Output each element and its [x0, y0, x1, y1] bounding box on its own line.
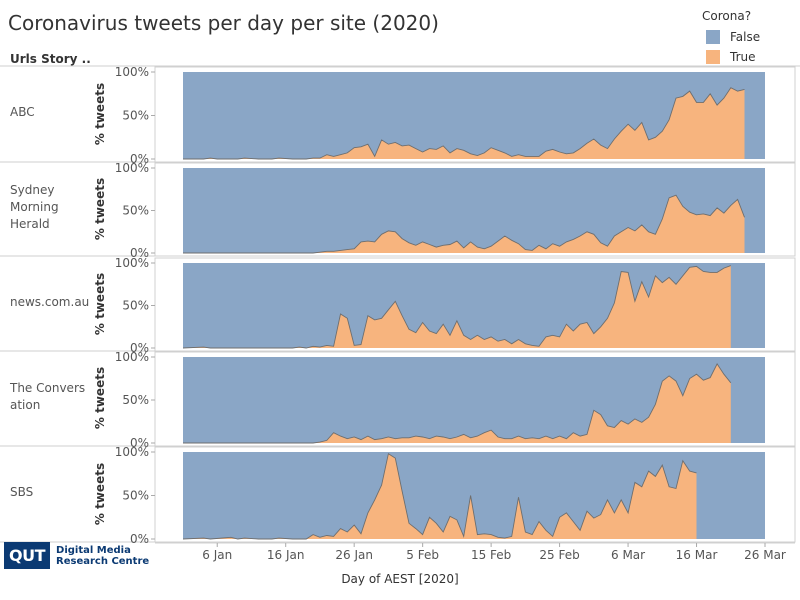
series-4-row-label: SBS — [10, 485, 34, 499]
xtick-label-0: 6 Jan — [202, 548, 232, 562]
series-2-boundary-line — [182, 265, 731, 349]
legend-item-true[interactable]: True — [702, 47, 792, 67]
series-4-ytick-0: 0% — [130, 532, 149, 546]
series-3-ytick-100: 100% — [115, 350, 149, 364]
series-0-ytick-50: 50% — [122, 109, 149, 123]
row-header: Urls Story .. — [10, 52, 91, 66]
series-1-ytick-50: 50% — [122, 204, 149, 218]
series-0-boundary-line — [183, 87, 745, 160]
chart-title: Coronavirus tweets per day per site (202… — [8, 11, 439, 35]
xtick-label-3: 5 Feb — [406, 548, 439, 562]
series-2-ytick-100: 100% — [115, 256, 149, 270]
xtick-label-2: 26 Jan — [335, 548, 373, 562]
series-4-ytick-100: 100% — [115, 445, 149, 459]
series-1-row-label: Sydney Morning Herald — [10, 183, 59, 231]
series-1-true-area — [183, 195, 745, 253]
panel-frame-4 — [154, 446, 796, 543]
xtick-label-8: 26 Mar — [744, 548, 786, 562]
legend: Corona? False True — [702, 9, 792, 67]
panel-frame-2 — [154, 257, 796, 352]
qut-logo: QUT Digital Media Research Centre — [4, 542, 149, 569]
series-1-ytick-0: 0% — [130, 246, 149, 260]
series-2-ytick-50: 50% — [122, 299, 149, 313]
xtick-label-6: 6 Mar — [611, 548, 645, 562]
panel-frame-3 — [154, 351, 796, 447]
series-3-ytick-50: 50% — [122, 393, 149, 407]
series-3-ytick-0: 0% — [130, 436, 149, 450]
series-2-ytick-0: 0% — [130, 341, 149, 355]
legend-item-false[interactable]: False — [702, 27, 792, 47]
series-3-boundary-line — [183, 363, 732, 444]
logo-text: Digital Media Research Centre — [56, 544, 150, 567]
series-1-ytick-100: 100% — [115, 161, 149, 175]
legend-title: Corona? — [702, 9, 752, 23]
xtick-label-5: 25 Feb — [539, 548, 579, 562]
series-2-true-area — [183, 265, 731, 348]
legend-swatch-false — [706, 30, 720, 44]
series-1-boundary-line — [183, 194, 745, 254]
xtick-label-1: 16 Jan — [267, 548, 305, 562]
series-4-boundary-line — [182, 452, 697, 540]
xtick-label-7: 16 Mar — [676, 548, 718, 562]
x-axis-title: Day of AEST [2020] — [341, 572, 459, 586]
series-3-true-area — [183, 363, 731, 443]
legend-label-false: False — [730, 30, 761, 44]
series-0-row-label: ABC — [10, 105, 35, 119]
series-0-ytick-0: 0% — [130, 152, 149, 166]
series-2-row-label: news.com.au — [10, 295, 90, 309]
panel-frame-1 — [154, 162, 796, 257]
legend-swatch-true — [706, 50, 720, 64]
legend-label-true: True — [730, 50, 756, 64]
xtick-label-4: 15 Feb — [471, 548, 511, 562]
series-0-true-area — [183, 87, 745, 159]
series-0-ytick-100: 100% — [115, 65, 149, 79]
series-4-true-area — [183, 453, 697, 539]
series-3-row-label: The Convers ation — [10, 381, 86, 412]
series-4-ytick-50: 50% — [122, 489, 149, 503]
logo-mark: QUT — [4, 542, 51, 569]
panel-frame-0 — [154, 66, 796, 163]
